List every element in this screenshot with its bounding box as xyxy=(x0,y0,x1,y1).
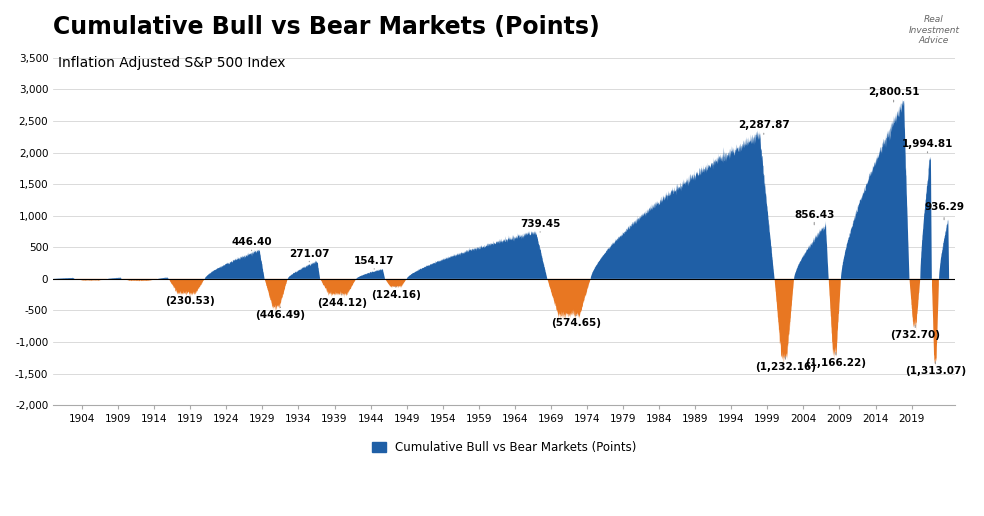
Text: (230.53): (230.53) xyxy=(165,296,215,306)
Legend: Cumulative Bull vs Bear Markets (Points): Cumulative Bull vs Bear Markets (Points) xyxy=(367,437,642,459)
Text: 739.45: 739.45 xyxy=(520,219,560,232)
Text: 446.40: 446.40 xyxy=(231,237,272,251)
Text: 271.07: 271.07 xyxy=(289,249,330,262)
Text: 2,287.87: 2,287.87 xyxy=(738,120,789,134)
Text: (124.16): (124.16) xyxy=(371,287,421,300)
Text: Real
Investment
Advice: Real Investment Advice xyxy=(908,15,959,45)
Text: (446.49): (446.49) xyxy=(256,307,305,320)
Text: 1,994.81: 1,994.81 xyxy=(901,139,953,153)
Text: 154.17: 154.17 xyxy=(354,256,395,269)
Text: (1,232.16): (1,232.16) xyxy=(755,357,816,372)
Text: Inflation Adjusted S&P 500 Index: Inflation Adjusted S&P 500 Index xyxy=(58,56,285,70)
Text: 2,800.51: 2,800.51 xyxy=(868,88,919,102)
Text: (732.70): (732.70) xyxy=(891,325,941,340)
Text: (574.65): (574.65) xyxy=(551,315,601,328)
Text: (1,166.22): (1,166.22) xyxy=(805,352,866,368)
Text: (244.12): (244.12) xyxy=(317,294,367,308)
Text: (1,313.07): (1,313.07) xyxy=(905,362,966,376)
Text: 856.43: 856.43 xyxy=(794,209,834,225)
Text: Cumulative Bull vs Bear Markets (Points): Cumulative Bull vs Bear Markets (Points) xyxy=(53,15,600,39)
Text: 936.29: 936.29 xyxy=(924,202,964,220)
